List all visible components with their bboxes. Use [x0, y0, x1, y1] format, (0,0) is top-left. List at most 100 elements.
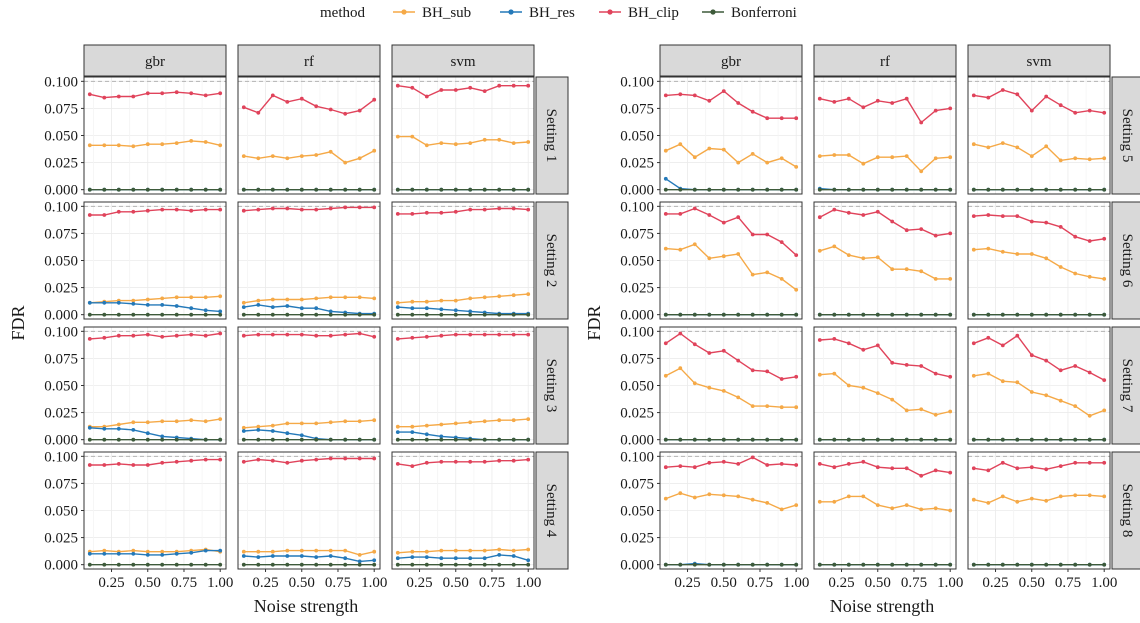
data-point [765, 270, 770, 275]
y-tick-label: 0.075 [620, 226, 654, 242]
data-point [87, 551, 92, 556]
data-point [846, 383, 851, 388]
data-point [189, 312, 194, 317]
series-line [665, 492, 797, 511]
data-point [218, 309, 223, 314]
data-point [721, 348, 726, 353]
data-point [299, 187, 304, 192]
data-point [174, 295, 179, 300]
data-point [395, 424, 400, 429]
strip-label: Setting 3 [543, 359, 559, 413]
series-bh-sub [971, 141, 1107, 163]
series-bh-clip [241, 205, 377, 213]
data-point [794, 374, 799, 379]
data-point [241, 554, 246, 558]
series-bh-clip [395, 83, 531, 99]
strip-label: Setting 8 [1119, 484, 1135, 538]
y-tick-label: 0.000 [44, 183, 78, 199]
data-point [948, 409, 953, 414]
data-point [933, 312, 938, 317]
y-tick-label: 0.100 [620, 74, 654, 90]
data-point [948, 231, 953, 236]
data-point [794, 503, 799, 507]
data-point [692, 342, 697, 347]
data-point [116, 312, 121, 317]
data-point [707, 351, 712, 355]
data-point [1044, 437, 1049, 442]
y-tick-label: 0.075 [620, 476, 654, 492]
data-point [678, 142, 683, 147]
y-tick-label: 0.025 [620, 156, 654, 172]
data-point [846, 210, 851, 215]
data-point [736, 187, 741, 192]
data-point [372, 148, 377, 153]
data-point [750, 312, 755, 317]
data-point [678, 437, 683, 442]
x-tick-label: 1.00 [515, 575, 541, 591]
data-point [314, 104, 319, 109]
data-point [218, 91, 223, 96]
data-point [1000, 494, 1005, 499]
data-point [439, 210, 444, 215]
data-point [453, 142, 458, 147]
data-point [1000, 249, 1005, 254]
series-bh-sub [241, 548, 377, 557]
data-point [1029, 252, 1034, 256]
data-point [116, 437, 121, 442]
row-setting-8: 0.000 0.025 0.050 0.075 0.100 0.25 0.50 0.75 1.0… [620, 449, 1140, 591]
x-tick-label: 0.75 [325, 575, 351, 591]
data-point [663, 437, 668, 442]
data-point [678, 366, 683, 371]
data-point [299, 96, 304, 101]
data-point [794, 116, 799, 121]
row-strip: Setting 6 [1111, 201, 1140, 320]
data-point [919, 227, 924, 232]
data-point [846, 96, 851, 101]
y-tick-label: 0.100 [44, 74, 78, 90]
data-point [765, 501, 770, 505]
data-point [948, 187, 953, 192]
data-point [692, 206, 697, 211]
data-point [174, 551, 179, 556]
data-point [861, 459, 866, 464]
legend-item-bh-clip: BH_clip [599, 5, 679, 21]
facet-setting-5-gbr [659, 76, 803, 195]
row-strip: Setting 3 [535, 326, 569, 445]
data-point [439, 333, 444, 338]
data-point [299, 562, 304, 567]
data-point [1015, 380, 1020, 385]
data-point [846, 562, 851, 567]
data-point [904, 267, 909, 272]
series-line [243, 206, 375, 212]
data-point [1015, 187, 1020, 192]
series-line [397, 84, 529, 98]
data-point [145, 420, 150, 425]
data-point [299, 433, 304, 438]
data-point [145, 187, 150, 192]
row-setting-2: 0.000 0.025 0.050 0.075 0.100 Setting 2 [44, 199, 569, 324]
data-point [410, 299, 415, 304]
data-point [832, 337, 837, 341]
data-point [372, 187, 377, 192]
data-point [468, 296, 473, 301]
data-point [189, 208, 194, 213]
data-point [707, 312, 712, 317]
series-line [973, 334, 1105, 381]
data-point [817, 187, 822, 192]
data-point [1044, 393, 1049, 398]
data-point [1087, 413, 1092, 418]
data-point [424, 460, 429, 465]
data-point [285, 156, 290, 161]
data-point [736, 215, 741, 220]
data-point [1029, 312, 1034, 317]
series-line [973, 494, 1105, 504]
data-point [971, 341, 976, 346]
data-point [765, 116, 770, 121]
data-point [372, 456, 377, 461]
data-point [1102, 437, 1107, 442]
series-line [89, 302, 221, 313]
data-point [1087, 274, 1092, 279]
series-bonferroni [87, 562, 223, 567]
data-point [87, 300, 92, 305]
data-point [1073, 460, 1078, 465]
